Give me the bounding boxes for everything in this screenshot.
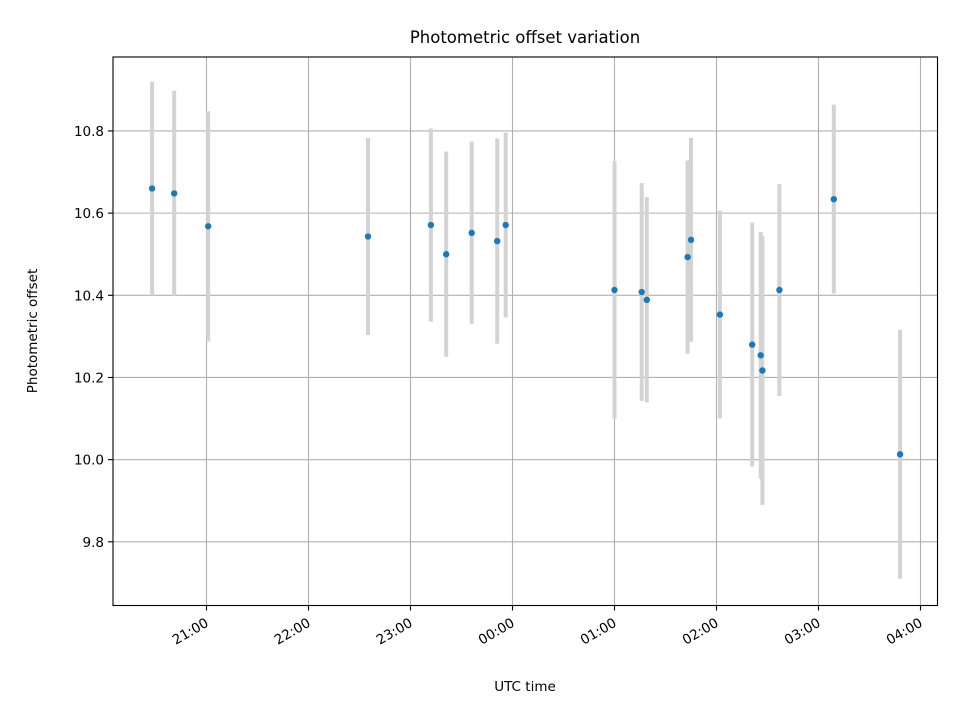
x-axis-ticks: 21:00 22:00 23:00 00:00 01:00 02:00 03:00 04:00 [170, 605, 926, 648]
x-axis-label: UTC time [494, 679, 556, 695]
data-point [171, 190, 178, 197]
data-point [364, 233, 372, 240]
data-point [830, 195, 837, 203]
data-point [427, 221, 435, 229]
y-axis-ticks: 9.8 10.0 10.2 10.4 10.6 10.8 [74, 124, 113, 551]
y-axis-label: Photometric offset [25, 269, 41, 393]
y-tick-label: 10.0 [74, 453, 104, 469]
data-point [638, 288, 645, 296]
x-tick-label: 01:00 [578, 615, 620, 648]
data-point [759, 367, 766, 374]
data-point [776, 286, 783, 294]
data-point [205, 223, 212, 230]
y-tick-label: 10.4 [74, 288, 104, 304]
x-tick-label: 02:00 [680, 615, 722, 648]
data-point [716, 311, 724, 318]
data-point [757, 352, 764, 359]
x-tick-label: 22:00 [272, 615, 314, 648]
data-point [643, 296, 650, 304]
y-tick-label: 9.8 [83, 535, 104, 551]
x-tick-label: 00:00 [476, 615, 518, 648]
x-tick-label: 23:00 [374, 615, 416, 648]
data-point [749, 341, 756, 348]
data-point [468, 229, 475, 237]
data-point [443, 251, 450, 258]
y-tick-label: 10.8 [74, 124, 104, 140]
error-bars [150, 81, 903, 579]
y-tick-label: 10.6 [74, 206, 104, 222]
data-point [148, 185, 156, 192]
data-point [611, 286, 618, 294]
grid [113, 57, 938, 606]
plot-frame [112, 56, 939, 607]
y-tick-label: 10.2 [74, 370, 104, 386]
data-point [687, 236, 695, 244]
data-points [148, 185, 904, 458]
x-tick-label: 04:00 [884, 615, 926, 648]
data-point [684, 253, 691, 261]
data-point [494, 237, 501, 245]
data-point [896, 451, 904, 458]
data-point [502, 221, 509, 229]
chart-title: Photometric offset variation [410, 28, 640, 47]
x-tick-label: 03:00 [782, 615, 824, 648]
x-tick-label: 21:00 [170, 615, 212, 648]
